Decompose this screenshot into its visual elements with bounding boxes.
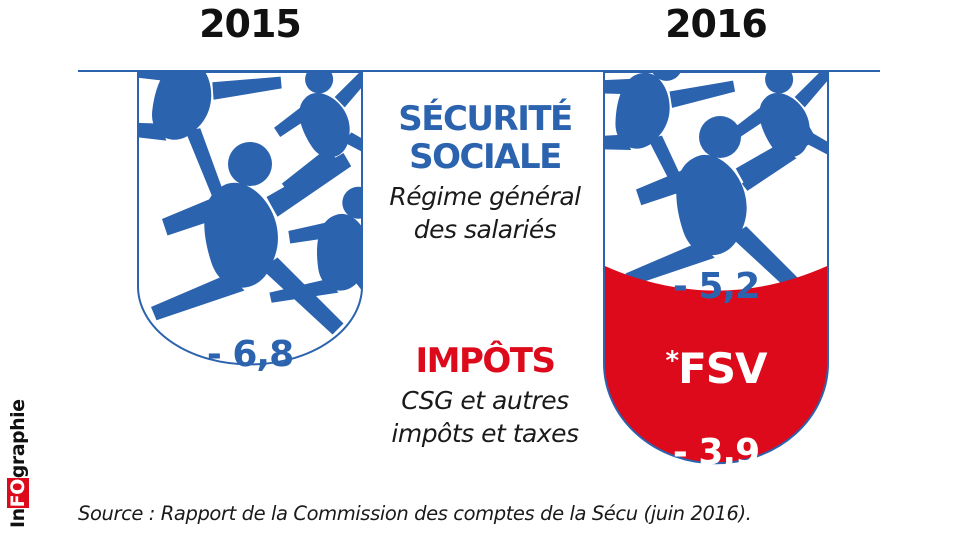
bar-2015-securite-sociale-shape bbox=[137, 71, 363, 366]
source-note: Source : Rapport de la Commission des co… bbox=[78, 502, 752, 525]
legend-sub-securite-2: des salariés bbox=[413, 215, 557, 244]
bar-2016-securite-sociale-outline bbox=[603, 71, 829, 465]
fsv-text: FSV bbox=[678, 344, 767, 393]
legend-sub-securite-1: Régime général bbox=[389, 182, 581, 211]
legend-securite-sociale: SÉCURITÉ SOCIALE Régime général des sala… bbox=[360, 100, 610, 246]
data-label-securite-2015: - 6,8 bbox=[206, 334, 294, 375]
legend-title-securite-2: SOCIALE bbox=[409, 137, 562, 177]
data-label-impots-2016: - 3,9 bbox=[672, 432, 760, 473]
x-tick-label-2016: 2016 bbox=[665, 2, 768, 46]
bar-2016-stack bbox=[603, 71, 829, 465]
legend-title-impots: IMPÔTS bbox=[415, 341, 557, 381]
data-label-securite-2016: - 5,2 bbox=[672, 266, 760, 307]
x-tick-label-2015: 2015 bbox=[199, 2, 302, 46]
bar-2015-securite-sociale bbox=[137, 71, 363, 366]
infographie-logo: InFOgraphie bbox=[7, 399, 29, 528]
legend-sub-impots-1: CSG et autres bbox=[401, 386, 569, 415]
bar-2016-impots-segment bbox=[604, 265, 828, 464]
legend-title-securite-1: SÉCURITÉ bbox=[398, 99, 573, 139]
legend-sub-impots-2: impôts et taxes bbox=[391, 419, 579, 448]
legend-impots: IMPÔTS CSG et autres impôts et taxes bbox=[360, 342, 610, 450]
data-label-fsv-note: *FSV bbox=[665, 344, 767, 393]
